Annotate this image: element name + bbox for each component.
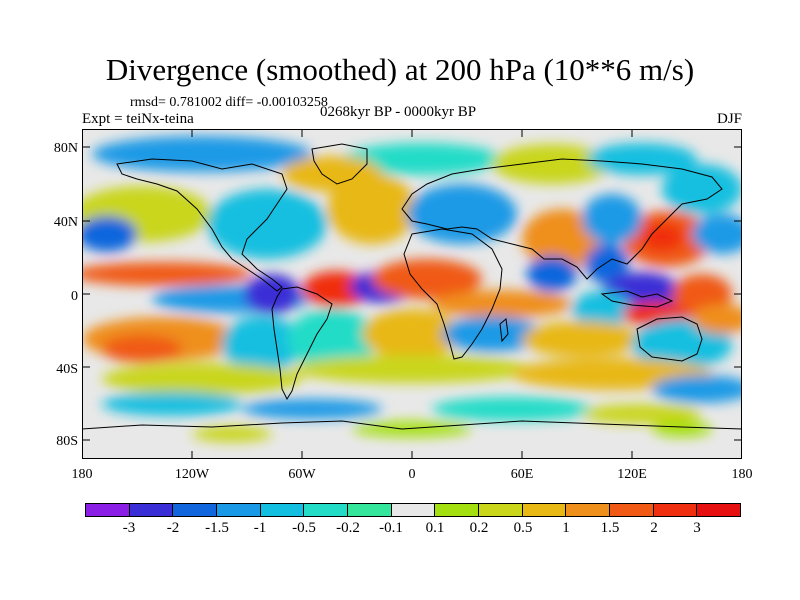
colorbar-label-2: -1.5 [205, 520, 229, 536]
colorbar-seg-11 [566, 504, 611, 516]
divergence-map [82, 129, 742, 459]
colorbar-seg-9 [479, 504, 523, 516]
season-label: DJF [716, 111, 742, 127]
coast-eurasia [401, 158, 723, 280]
x-tick-60e: 60E [510, 467, 534, 482]
map-svg [82, 129, 742, 459]
colorbar-label-9: 0.5 [513, 520, 533, 536]
colorbar-label-13: 3 [693, 520, 701, 536]
colorbar-seg-13 [653, 504, 698, 516]
colorbar-seg-5 [304, 504, 349, 516]
x-tick-180e: 180 [731, 467, 753, 482]
y-tick-80n: 80N [53, 141, 78, 156]
colorbar-label-1: -2 [166, 520, 180, 536]
coast-greenland [311, 143, 368, 185]
map-frame [82, 129, 742, 459]
x-tick-120w: 120W [174, 467, 210, 482]
coast-africa [403, 228, 503, 360]
colorbar-seg-12 [610, 504, 654, 516]
x-tick-120e: 120E [617, 467, 647, 482]
colorbar-seg-7 [391, 504, 436, 516]
plot-title: Divergence (smoothed) at 200 hPa (10**6 … [105, 52, 695, 87]
colorbar-label-4: -0.5 [292, 520, 316, 536]
coast-north-america [116, 158, 288, 292]
colorbar-seg-4 [260, 504, 305, 516]
coast-indonesia [600, 290, 674, 308]
colorbar-label-3: -1 [253, 520, 267, 536]
experiment-label: Expt = teiNx-teina [82, 111, 194, 127]
colorbar-seg-0 [86, 504, 130, 516]
colorbar-label-10: 1 [562, 520, 570, 536]
y-tick-40s: 40S [56, 362, 78, 377]
colorbar-seg-6 [348, 504, 392, 516]
colorbar-seg-10 [522, 504, 567, 516]
tick-marks [82, 129, 742, 459]
divergence-field [82, 136, 742, 442]
x-tick-60w: 60W [288, 467, 316, 482]
y-tick-80s: 80S [56, 434, 78, 449]
coast-madagascar [499, 318, 509, 343]
colorbar-label-0: -3 [122, 520, 136, 536]
colorbar-seg-14 [697, 504, 741, 516]
coast-australia [636, 316, 703, 362]
colorbar-label-5: -0.2 [336, 520, 360, 536]
colorbar-label-11: 1.5 [600, 520, 620, 536]
colorbar-label-8: 0.2 [469, 520, 489, 536]
colorbar-label-6: -0.1 [379, 520, 403, 536]
y-tick-40n: 40N [53, 215, 78, 230]
x-tick-0: 0 [408, 467, 416, 482]
colorbar-label-12: 2 [650, 520, 658, 536]
coast-south-america [271, 286, 333, 401]
x-tick-180w: 180 [71, 467, 93, 482]
colorbar [85, 503, 741, 517]
colorbar-seg-3 [217, 504, 261, 516]
colorbar-seg-2 [173, 504, 218, 516]
colorbar-seg-1 [129, 504, 174, 516]
coast-antarctica [82, 420, 742, 430]
stats-label: rmsd= 0.781002 diff= -0.00103258 [130, 95, 328, 110]
period-label: 0268kyr BP - 0000kyr BP [320, 104, 477, 120]
colorbar-seg-8 [435, 504, 480, 516]
coastlines [82, 143, 742, 430]
colorbar-label-7: 0.1 [425, 520, 445, 536]
y-tick-0: 0 [71, 289, 78, 304]
